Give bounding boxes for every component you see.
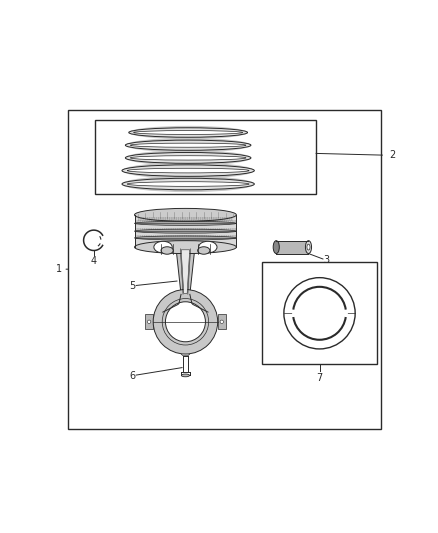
Ellipse shape xyxy=(122,176,254,192)
Bar xyxy=(95,120,316,195)
Ellipse shape xyxy=(122,163,254,179)
Circle shape xyxy=(284,278,355,349)
Ellipse shape xyxy=(125,138,251,152)
Ellipse shape xyxy=(131,156,246,160)
Text: 7: 7 xyxy=(316,373,323,383)
Ellipse shape xyxy=(125,150,251,166)
Ellipse shape xyxy=(125,140,251,150)
Text: 2: 2 xyxy=(389,150,396,160)
Ellipse shape xyxy=(154,241,172,253)
Ellipse shape xyxy=(134,236,237,240)
Ellipse shape xyxy=(198,247,210,254)
Circle shape xyxy=(166,302,205,342)
Ellipse shape xyxy=(148,320,151,324)
Bar xyxy=(218,314,226,329)
Bar xyxy=(145,314,153,329)
Bar xyxy=(134,215,237,247)
Ellipse shape xyxy=(134,131,243,134)
Ellipse shape xyxy=(129,128,247,138)
Circle shape xyxy=(153,289,218,354)
Text: 3: 3 xyxy=(323,255,329,265)
Ellipse shape xyxy=(127,182,249,187)
Bar xyxy=(262,262,377,364)
Ellipse shape xyxy=(134,241,237,254)
Text: 6: 6 xyxy=(130,371,135,381)
Ellipse shape xyxy=(161,247,173,254)
Polygon shape xyxy=(181,250,190,293)
Ellipse shape xyxy=(129,126,247,139)
Ellipse shape xyxy=(127,168,249,173)
Ellipse shape xyxy=(125,152,251,163)
Ellipse shape xyxy=(273,241,279,254)
Ellipse shape xyxy=(307,244,310,250)
Ellipse shape xyxy=(305,241,311,254)
Text: 1: 1 xyxy=(56,264,62,274)
Ellipse shape xyxy=(199,241,217,253)
Text: 5: 5 xyxy=(130,281,136,291)
Ellipse shape xyxy=(134,221,237,225)
Ellipse shape xyxy=(220,320,223,324)
Ellipse shape xyxy=(122,165,254,176)
Bar xyxy=(276,241,308,254)
Ellipse shape xyxy=(131,143,246,147)
Polygon shape xyxy=(176,249,195,294)
Ellipse shape xyxy=(134,229,237,233)
Ellipse shape xyxy=(122,178,254,190)
Ellipse shape xyxy=(181,374,190,377)
Ellipse shape xyxy=(134,208,237,221)
Text: 4: 4 xyxy=(91,256,97,265)
